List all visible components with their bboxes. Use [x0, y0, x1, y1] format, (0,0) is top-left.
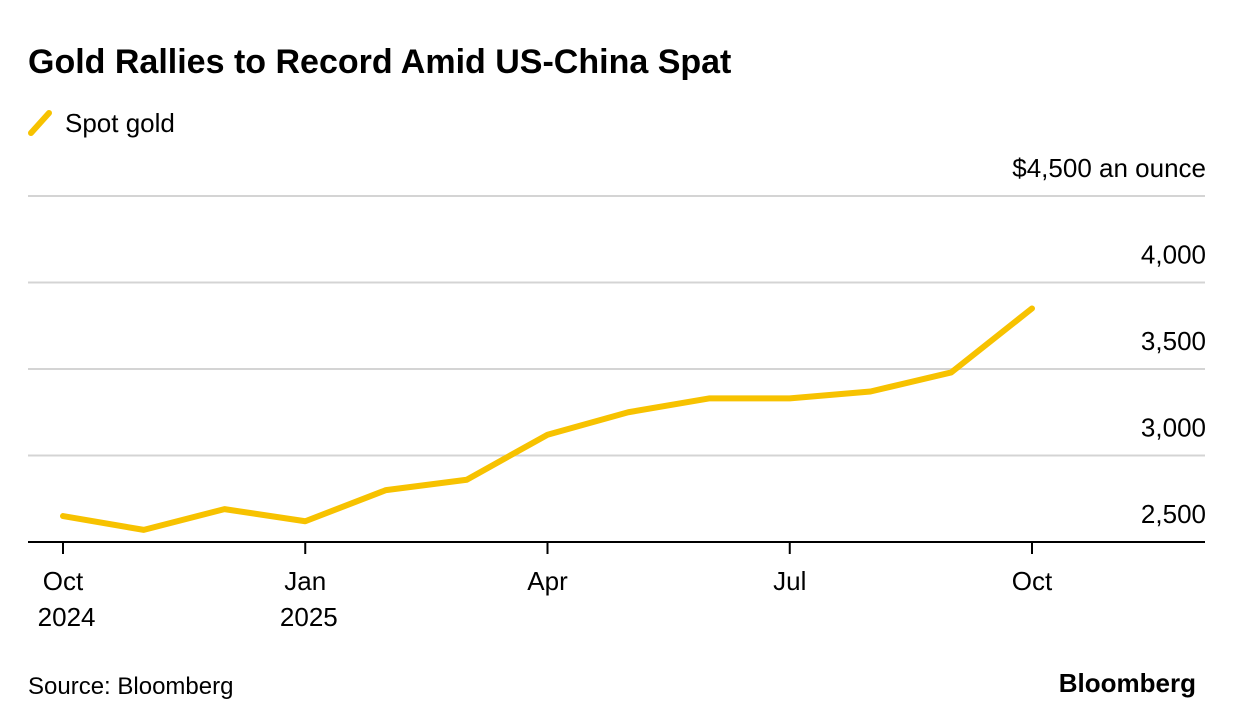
brand: Bloomberg	[1059, 668, 1196, 698]
y-tick-label: 3,000	[1141, 413, 1206, 443]
x-tick-label-line: Jan	[284, 566, 326, 596]
y-tick-label: $4,500 an ounce	[1012, 153, 1206, 183]
x-tick-label-line: 2025	[273, 602, 338, 632]
legend-label: Spot gold	[65, 108, 175, 138]
x-tick-label: Oct 2024	[30, 566, 95, 632]
x-tick-label: Apr	[527, 566, 568, 596]
x-tick-label: Jan 2025	[273, 566, 338, 632]
x-tick-label: Jul	[773, 566, 806, 596]
source: Source: Bloomberg	[28, 673, 233, 700]
y-tick-label: 3,500	[1141, 326, 1206, 356]
x-tick-label: Oct	[1012, 566, 1053, 596]
x-tick-label-line: Oct	[43, 566, 84, 596]
x-tick-label-line: Jul	[773, 566, 806, 596]
y-tick-label: 2,500	[1141, 499, 1206, 529]
x-tick-label-line: Oct	[1012, 566, 1053, 596]
x-tick-label-line: 2024	[30, 602, 95, 632]
x-tick-label-line: Apr	[527, 566, 568, 596]
legend-swatch	[28, 110, 52, 136]
y-tick-label: 4,000	[1141, 240, 1206, 270]
chart-title: Gold Rallies to Record Amid US-China Spa…	[28, 43, 731, 81]
series-line	[60, 305, 1035, 533]
